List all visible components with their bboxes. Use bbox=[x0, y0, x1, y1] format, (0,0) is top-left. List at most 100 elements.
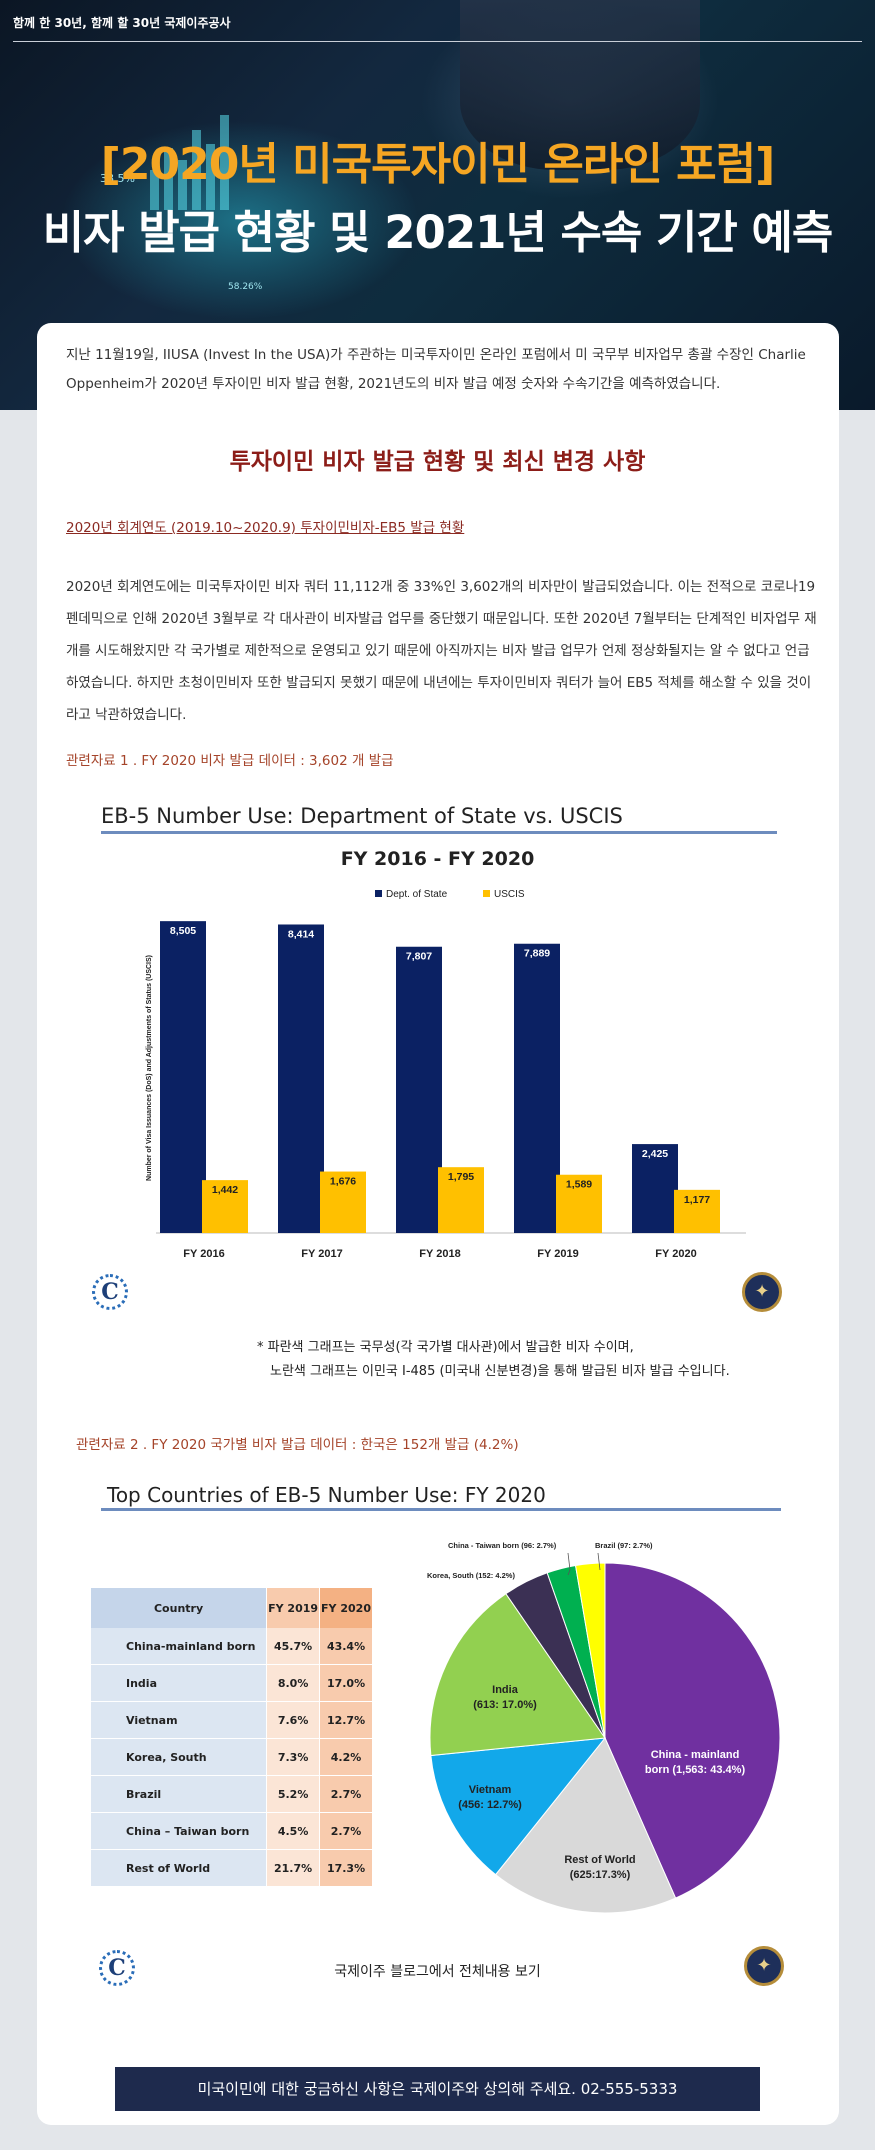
pie-slice bbox=[494, 1737, 677, 1914]
table-row: Rest of World 21.7% 17.3% bbox=[91, 1850, 372, 1887]
contact-footer-bar[interactable]: 미국이민에 대한 궁금하신 사항은 국제이주와 상의해 주세요. 02-555-… bbox=[115, 2067, 760, 2111]
bar-uscis bbox=[202, 1180, 248, 1233]
table-cell-country: Vietnam bbox=[91, 1702, 267, 1739]
pie-leader-line bbox=[597, 1552, 601, 1571]
eagle-seal-icon: ✦ bbox=[742, 1272, 782, 1312]
table-cell-country: China – Taiwan born bbox=[91, 1813, 267, 1850]
table-cell-percent: 21.7% bbox=[267, 1850, 320, 1887]
country-share-table: Country FY 2019 FY 2020 China-mainland b… bbox=[90, 1588, 373, 1887]
table-cell-percent: 2.7% bbox=[320, 1813, 372, 1850]
y-axis-label: Number of Visa Issuances (DoS) and Adjus… bbox=[146, 955, 153, 1181]
table-header-cell: FY 2019 bbox=[267, 1588, 320, 1628]
table-cell-country: Brazil bbox=[91, 1776, 267, 1813]
pie-label: Brazil (97: 2.7%) bbox=[595, 1541, 653, 1550]
header-divider bbox=[13, 41, 862, 42]
x-tick-label: FY 2020 bbox=[655, 1248, 696, 1260]
x-tick-label: FY 2019 bbox=[537, 1248, 578, 1260]
table-row: Korea, South 7.3% 4.2% bbox=[91, 1739, 372, 1776]
table-cell-percent: 43.4% bbox=[320, 1628, 372, 1665]
section-title: 투자이민 비자 발급 현황 및 최신 변경 사항 bbox=[229, 449, 646, 475]
iiusa-logo-icon: C bbox=[92, 1274, 128, 1310]
pie-leader-line bbox=[567, 1552, 571, 1571]
table-cell-country: China-mainland born bbox=[91, 1628, 267, 1665]
tagline: 함께 한 30년, 함께 할 30년 국제이주공사 bbox=[13, 16, 231, 30]
bar-data-label: 1,177 bbox=[684, 1194, 710, 1206]
table-header-cell: Country bbox=[91, 1588, 267, 1628]
bar-data-label: 2,425 bbox=[642, 1148, 668, 1160]
bar-data-label: 7,889 bbox=[524, 948, 550, 960]
fy2020-eb5-link[interactable]: 2020년 회계연도 (2019.10~2020.9) 투자이민비자-EB5 발… bbox=[66, 520, 465, 536]
chart-note-line1: * 파란색 그래프는 국무성(각 국가별 대사관)에서 발급한 비자 수이며, bbox=[257, 1340, 634, 1355]
hero-banner: 38.5% 58.26% 함께 한 30년, 함께 할 30년 국제이주공사 [… bbox=[0, 0, 875, 410]
intro-paragraph: 지난 11월19일, IIUSA (Invest In the USA)가 주관… bbox=[66, 347, 806, 392]
bar-dos bbox=[632, 1144, 678, 1233]
blog-full-content-link[interactable]: 국제이주 블로그에서 전체내용 보기 bbox=[334, 1964, 541, 1980]
bar-chart-title-underline bbox=[101, 831, 777, 834]
bar-dos bbox=[396, 946, 442, 1233]
legend-label: USCIS bbox=[494, 889, 525, 900]
table-row: Brazil 5.2% 2.7% bbox=[91, 1776, 372, 1813]
bar-dos bbox=[514, 943, 560, 1233]
bar-uscis bbox=[556, 1174, 602, 1233]
bar-data-label: 8,414 bbox=[288, 928, 314, 940]
pie-slice bbox=[429, 1593, 606, 1757]
bar-data-label: 7,807 bbox=[406, 951, 432, 963]
pie-label: Rest of World (625:17.3%) bbox=[564, 1854, 635, 1881]
pie-chart-title: Top Countries of EB-5 Number Use: FY 202… bbox=[107, 1483, 546, 1507]
pie-chart: China - mainland born (1,563: 43.4%) Rest … bbox=[427, 1541, 781, 1914]
table-row: China-mainland born 45.7% 43.4% bbox=[91, 1628, 372, 1665]
body-paragraph: 2020년 회계연도에는 미국투자이민 비자 쿼터 11,112개 중 33%인… bbox=[66, 579, 817, 723]
legend-label: Dept. of State bbox=[386, 889, 448, 900]
hero-glow bbox=[60, 120, 420, 320]
eagle-seal-icon: ✦ bbox=[744, 1946, 784, 1986]
bar-uscis bbox=[438, 1167, 484, 1233]
table-cell-percent: 5.2% bbox=[267, 1776, 320, 1813]
table-cell-percent: 12.7% bbox=[320, 1702, 372, 1739]
hero-figure bbox=[460, 0, 700, 170]
bar-uscis bbox=[320, 1171, 366, 1233]
bar-data-label: 1,795 bbox=[448, 1171, 474, 1183]
pie-chart-title-underline bbox=[101, 1508, 781, 1511]
iiusa-logo-icon: C bbox=[99, 1950, 135, 1986]
bar-chart: Dept. of State USCIS Number of Visa Issuan… bbox=[146, 889, 746, 1260]
table-header-row: Country FY 2019 FY 2020 bbox=[91, 1588, 372, 1628]
table-header-cell: FY 2020 bbox=[320, 1588, 372, 1628]
reference-1-caption: 관련자료 1 . FY 2020 비자 발급 데이터 : 3,602 개 발급 bbox=[66, 753, 394, 769]
x-tick-label: FY 2017 bbox=[301, 1248, 342, 1260]
hero-bg-number: 38.5% bbox=[100, 172, 135, 185]
pie-slice bbox=[604, 1562, 781, 1899]
bar-data-label: 8,505 bbox=[170, 925, 196, 937]
legend-swatch bbox=[483, 890, 490, 897]
x-tick-label: FY 2016 bbox=[183, 1248, 224, 1260]
chart-note: * 파란색 그래프는 국무성(각 국가별 대사관)에서 발급한 비자 수이며, … bbox=[257, 1336, 837, 1384]
table-row: China – Taiwan born 4.5% 2.7% bbox=[91, 1813, 372, 1850]
table-cell-country: Korea, South bbox=[91, 1739, 267, 1776]
bar-data-label: 1,589 bbox=[566, 1179, 592, 1191]
table-row: Vietnam 7.6% 12.7% bbox=[91, 1702, 372, 1739]
hero-bg-number: 58.26% bbox=[228, 282, 263, 292]
table-cell-percent: 8.0% bbox=[267, 1665, 320, 1702]
table-cell-percent: 17.0% bbox=[320, 1665, 372, 1702]
table-cell-percent: 4.2% bbox=[320, 1739, 372, 1776]
table-cell-percent: 45.7% bbox=[267, 1628, 320, 1665]
pie-label: China - Taiwan born (96: 2.7%) bbox=[448, 1541, 557, 1550]
pie-label: Korea, South (152: 4.2%) bbox=[427, 1571, 515, 1580]
bar-uscis bbox=[674, 1189, 720, 1233]
pie-leader-line bbox=[567, 1569, 571, 1576]
legend-swatch bbox=[375, 890, 382, 897]
page-title-line1: [2020년 미국투자이민 온라인 포럼] bbox=[100, 139, 775, 190]
table-cell-percent: 4.5% bbox=[267, 1813, 320, 1850]
reference-2-caption: 관련자료 2 . FY 2020 국가별 비자 발급 데이터 : 한국은 152… bbox=[76, 1437, 519, 1453]
pie-label: China - mainland born (1,563: 43.4%) bbox=[645, 1749, 746, 1776]
table-cell-percent: 7.6% bbox=[267, 1702, 320, 1739]
pie-slice bbox=[574, 1562, 606, 1739]
bar-data-label: 1,676 bbox=[330, 1176, 356, 1188]
pie-slice bbox=[430, 1737, 607, 1876]
bar-chart-title: EB-5 Number Use: Department of State vs.… bbox=[101, 804, 623, 828]
table-cell-country: India bbox=[91, 1665, 267, 1702]
pie-label: Vietnam (456: 12.7%) bbox=[458, 1784, 522, 1811]
table-cell-percent: 2.7% bbox=[320, 1776, 372, 1813]
bar-data-label: 1,442 bbox=[212, 1184, 238, 1196]
page-title-line2: 비자 발급 현황 및 2021년 수속 기간 예측 bbox=[42, 206, 834, 259]
x-tick-label: FY 2018 bbox=[419, 1248, 460, 1260]
